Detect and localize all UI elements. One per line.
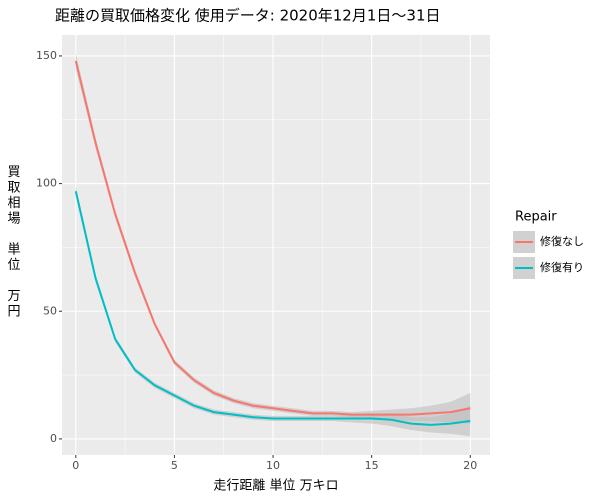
y-tick-label: 150	[36, 49, 57, 62]
y-tick-label: 0	[50, 432, 57, 445]
y-tick-label: 100	[36, 177, 57, 190]
x-tick-label: 5	[171, 459, 178, 472]
x-tick-label: 10	[266, 459, 280, 472]
x-tick-label: 15	[365, 459, 379, 472]
legend-label: 修復なし	[540, 234, 584, 248]
line	[74, 191, 471, 426]
line	[74, 60, 471, 416]
y-tick-label: 50	[43, 304, 57, 317]
y-axis-label: 買取相場 単位 万円	[7, 165, 20, 320]
x-tick-label: 0	[72, 459, 79, 472]
panel	[62, 35, 490, 455]
legend-title: Repair	[515, 210, 557, 225]
x-axis-label: 走行距離 単位 万キロ	[213, 478, 338, 494]
x-tick-label: 20	[463, 459, 477, 472]
legend-label: 修復有り	[540, 260, 584, 274]
chart-title: 距離の買取価格変化 使用データ: 2020年12月1日～31日	[55, 7, 440, 25]
